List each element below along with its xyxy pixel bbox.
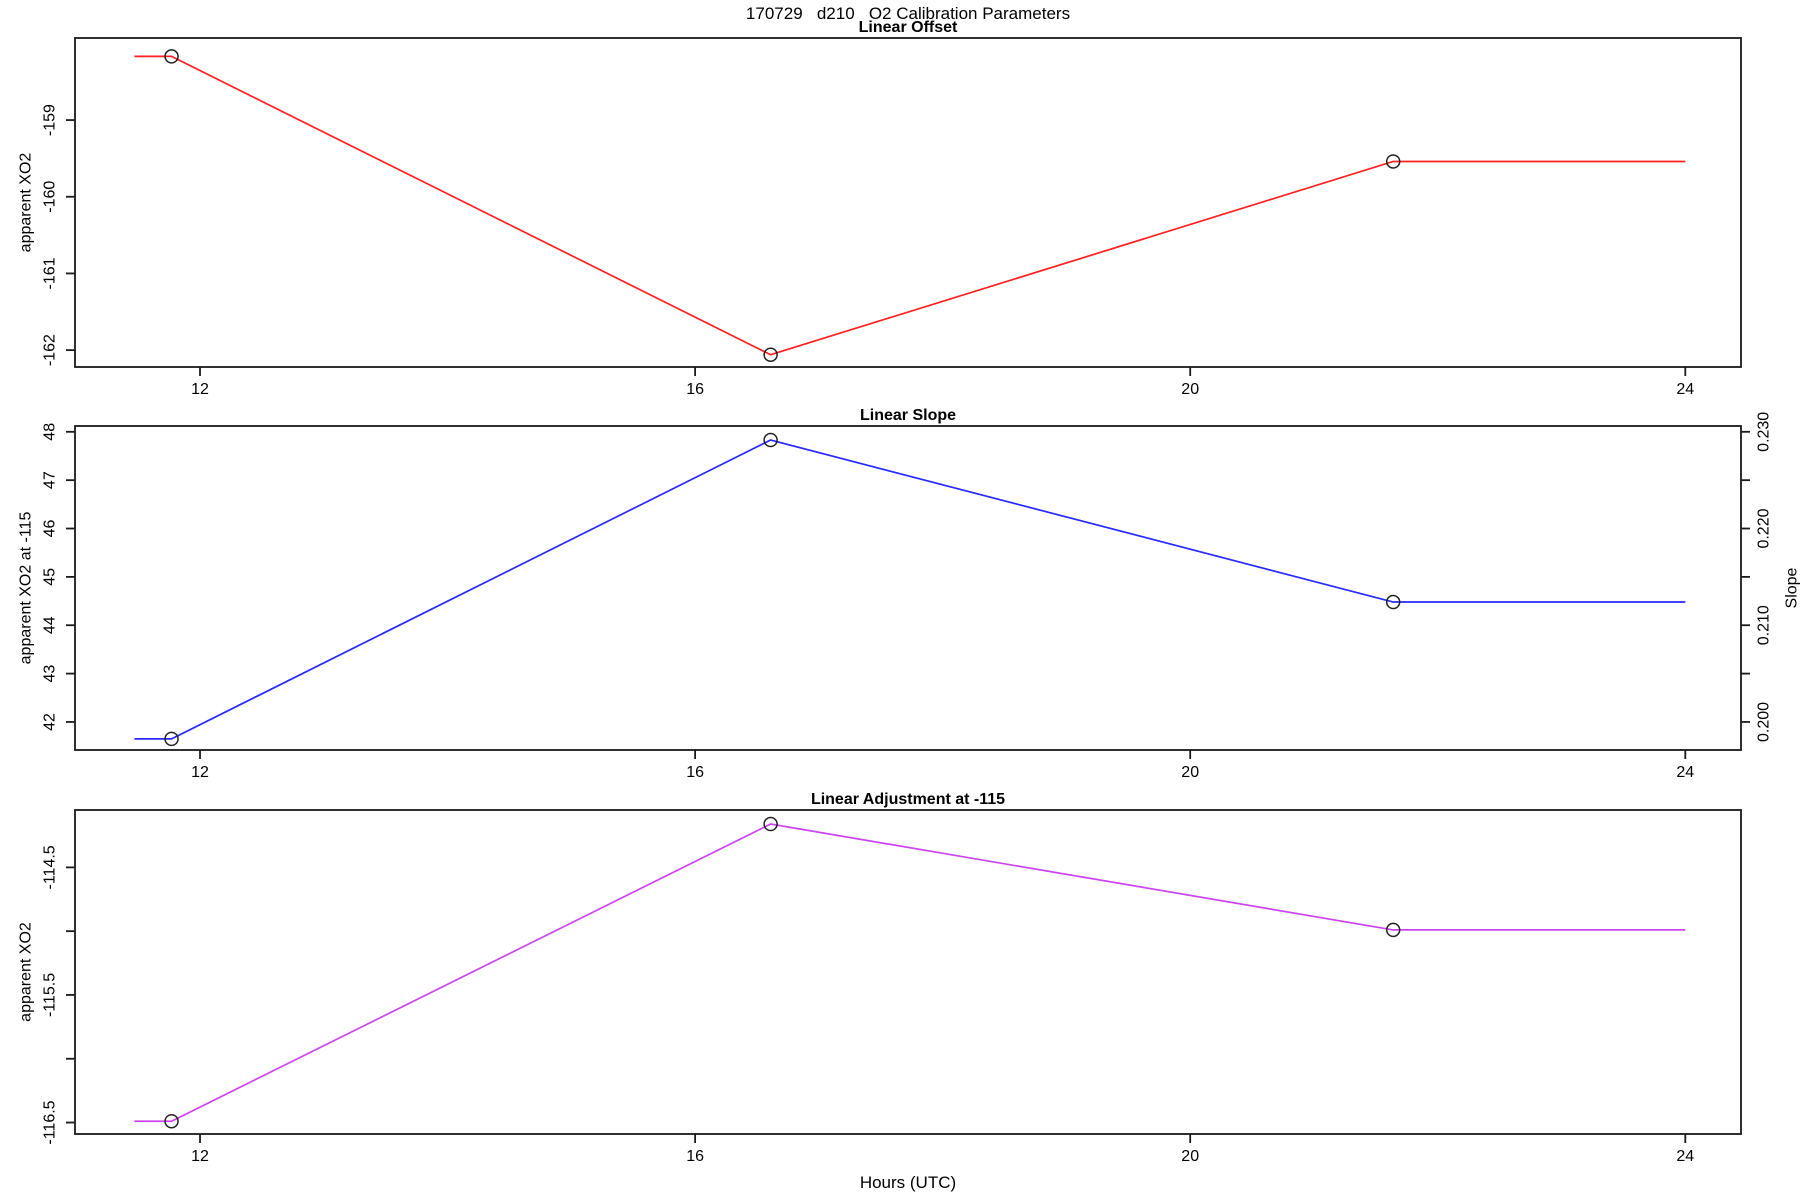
y-tick-label: -162: [42, 334, 59, 366]
x-tick-label: 24: [1676, 1148, 1694, 1165]
y-axis-title: apparent XO2 at -115: [18, 512, 35, 665]
panel-2-box: [74, 809, 1742, 1135]
series-line-0: [134, 55, 1686, 356]
y-axis-title: apparent XO2: [18, 922, 35, 1022]
y-axis-title: apparent XO2: [18, 153, 35, 253]
data-point: [1385, 922, 1401, 938]
data-point: [164, 49, 179, 64]
x-tick-label: 24: [1676, 764, 1694, 781]
y-tick-label: 43: [42, 665, 59, 683]
y-tick-label: -159: [42, 104, 59, 136]
x-tick-label: 20: [1181, 764, 1199, 781]
y-tick-label: -114.5: [42, 845, 59, 889]
y-tick-label: -115.5: [42, 973, 59, 1017]
y-right-tick-label: 0.230: [1756, 412, 1773, 452]
x-tick-label: 16: [686, 381, 704, 398]
y-tick-label: 44: [42, 616, 59, 634]
y-tick-label: 46: [42, 520, 59, 538]
y-right-tick-label: 0.220: [1756, 508, 1773, 548]
y-tick-label: -116.5: [42, 1100, 59, 1144]
y-right-axis-title: Slope: [1784, 567, 1800, 608]
series-line-1: [134, 439, 1686, 740]
x-tick-label: 24: [1676, 381, 1694, 398]
panel-0-box: [74, 37, 1742, 368]
y-right-tick-label: 0.200: [1756, 702, 1773, 742]
panel-title: Linear Adjustment at -115: [811, 791, 1005, 808]
y-tick-label: 48: [42, 423, 59, 441]
x-tick-label: 12: [191, 1148, 209, 1165]
data-point: [164, 1113, 179, 1129]
x-axis-label: Hours (UTC): [859, 1173, 957, 1192]
y-tick-label: -160: [42, 181, 59, 213]
data-point: [164, 731, 179, 747]
figure-title: 170729 d210 O2 Calibration Parameters: [745, 4, 1071, 23]
data-point: [1385, 594, 1401, 610]
y-tick-label: -161: [42, 257, 59, 289]
x-tick-label: 20: [1181, 381, 1199, 398]
panel-1-box: [74, 425, 1742, 751]
data-point: [763, 432, 778, 448]
x-tick-label: 12: [191, 764, 209, 781]
x-tick-label: 16: [686, 764, 704, 781]
x-tick-label: 16: [686, 1148, 704, 1165]
y-right-tick-label: 0.210: [1756, 605, 1773, 645]
panel-title: Linear Slope: [860, 407, 956, 424]
data-point: [763, 347, 778, 362]
panel-title: Linear Offset: [859, 19, 958, 36]
x-tick-label: 20: [1181, 1148, 1199, 1165]
y-tick-label: 47: [42, 471, 59, 489]
y-tick-label: 45: [42, 568, 59, 586]
data-point: [763, 816, 778, 832]
data-point: [1385, 154, 1401, 169]
x-tick-label: 12: [191, 381, 209, 398]
y-tick-label: 42: [42, 713, 59, 731]
series-line-2: [134, 823, 1686, 1123]
